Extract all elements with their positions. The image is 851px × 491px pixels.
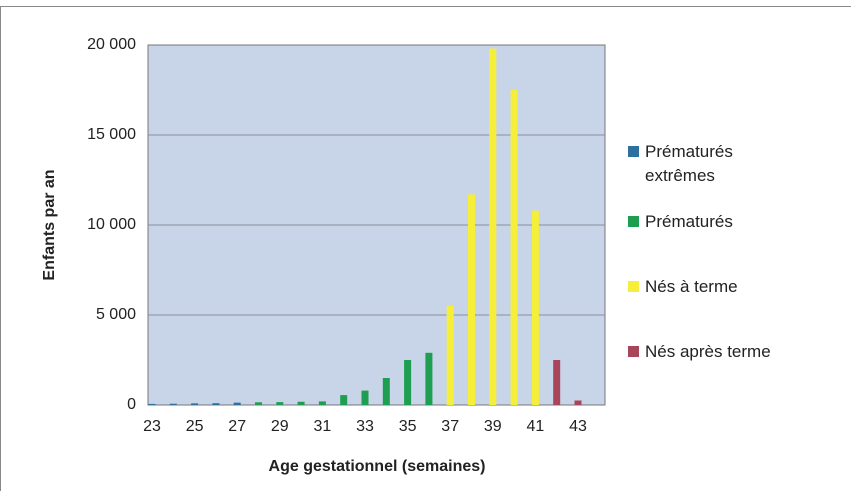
bar	[468, 194, 475, 405]
legend-item: Prématurés extrêmes	[628, 140, 755, 188]
bar	[169, 403, 177, 405]
legend-item: Nés à terme	[628, 275, 805, 299]
bar	[382, 378, 390, 405]
y-axis-title: Enfants par an	[41, 169, 58, 280]
bar	[340, 395, 348, 405]
x-tick-label: 39	[484, 418, 502, 435]
legend-swatch	[628, 281, 639, 292]
bar	[255, 402, 262, 405]
legend-swatch	[628, 146, 639, 157]
y-tick-label: 5 000	[96, 306, 136, 323]
x-tick-label: 33	[356, 418, 374, 435]
bar	[297, 401, 305, 405]
legend-swatch	[628, 216, 639, 227]
bar	[553, 360, 561, 405]
x-axis-title: Age gestationnel (semaines)	[269, 458, 486, 475]
x-tick-label: 27	[228, 418, 246, 435]
legend-label: Nés après terme	[645, 342, 771, 361]
y-tick-label: 0	[127, 396, 136, 413]
x-tick-label: 41	[527, 418, 545, 435]
legend-swatch	[628, 346, 639, 357]
x-tick-label: 29	[271, 418, 289, 435]
frame	[0, 6, 851, 491]
bar	[510, 90, 518, 405]
x-tick-label: 37	[441, 418, 459, 435]
bar	[148, 403, 156, 405]
bar	[191, 403, 199, 405]
bar	[361, 390, 369, 405]
legend-item: Nés après terme	[628, 340, 805, 364]
legend-label: Nés à terme	[645, 277, 738, 296]
x-tick-label: 25	[186, 418, 204, 435]
bar	[276, 402, 284, 405]
bar	[233, 402, 241, 405]
bar	[446, 306, 454, 405]
y-tick-label: 20 000	[87, 36, 136, 53]
bar	[574, 400, 582, 405]
bar	[489, 48, 497, 405]
x-tick-label: 31	[314, 418, 332, 435]
x-tick-label: 35	[399, 418, 417, 435]
legend-label: Prématurés extrêmes	[645, 142, 733, 185]
bar	[531, 210, 539, 405]
bar	[425, 352, 433, 405]
x-tick-label: 43	[569, 418, 587, 435]
x-tick-label: 23	[143, 418, 161, 435]
legend-label: Prématurés	[645, 212, 733, 231]
y-tick-label: 10 000	[87, 216, 136, 233]
y-tick-label: 15 000	[87, 126, 136, 143]
bar	[212, 403, 220, 405]
bar	[404, 360, 412, 405]
legend-item: Prématurés	[628, 210, 805, 234]
bar	[318, 401, 326, 405]
